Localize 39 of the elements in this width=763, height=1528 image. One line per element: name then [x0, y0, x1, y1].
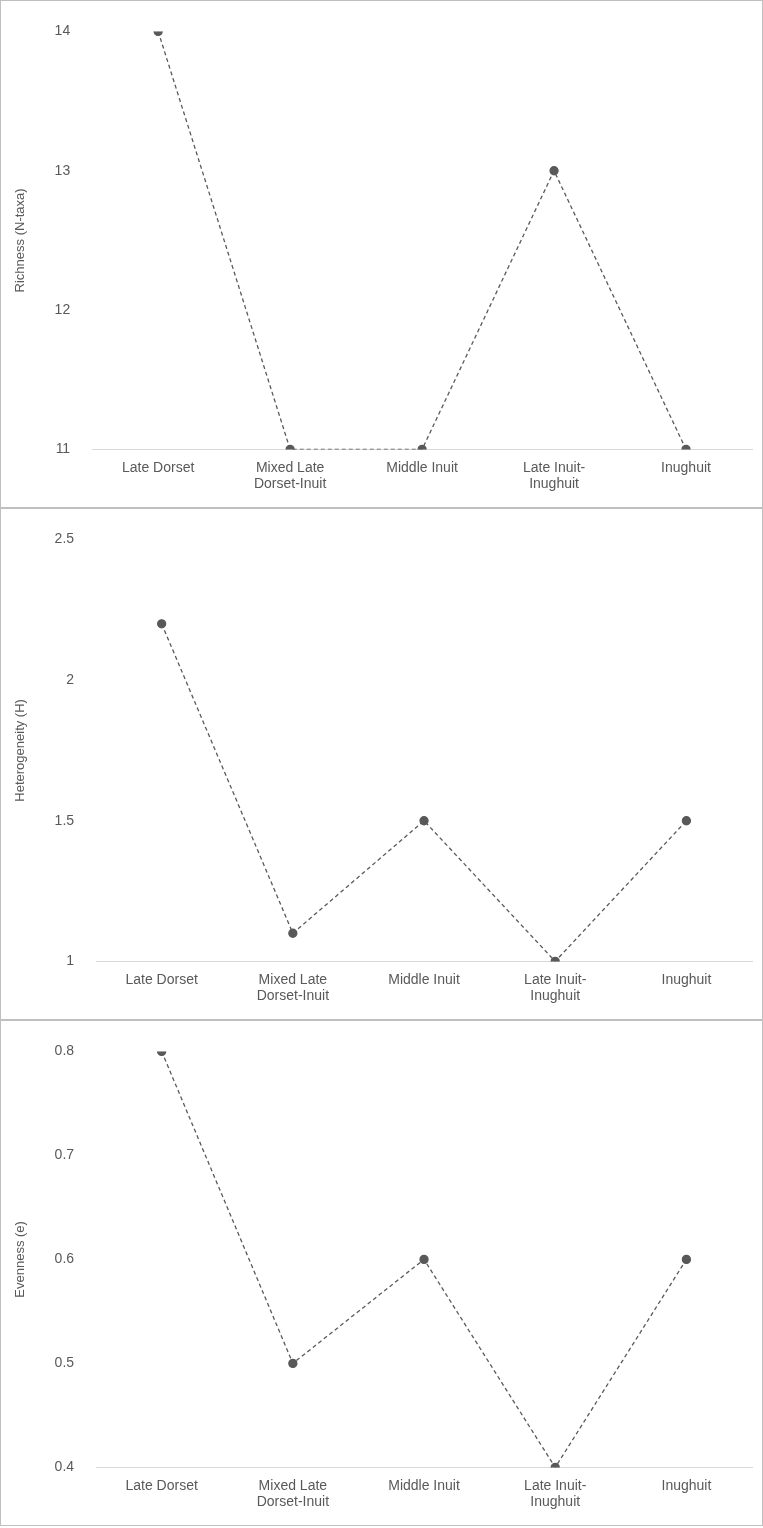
point: [419, 816, 429, 826]
x-tick-label: Late Inuit-Inughuit: [524, 970, 587, 1004]
x-tick-label: Late Inuit-Inughuit: [522, 458, 586, 492]
x-tick-label: Inughuit: [661, 970, 712, 987]
point: [419, 1254, 429, 1265]
point: [549, 166, 559, 176]
y-tick-label: 2.5: [54, 530, 75, 547]
x-tick-label: Late Dorset: [125, 1476, 198, 1493]
x-tick-label: Mixed Late Dorset-Inuit: [256, 970, 330, 1004]
x-tick-label: Late Dorset: [125, 970, 198, 987]
y-tick-label: 14: [54, 22, 71, 39]
x-tick-label: Inughuit: [661, 1476, 712, 1493]
y-tick-label: 0.4: [54, 1458, 75, 1475]
x-tick-label: Middle Inuit: [386, 458, 458, 475]
point: [681, 1254, 692, 1265]
y-tick-label: 11: [55, 440, 71, 457]
point: [288, 1358, 298, 1369]
y-tick-label: 1.5: [54, 811, 75, 828]
y-axis-title: Richness (N-taxa): [12, 188, 28, 293]
x-tick-label: Mixed Late Dorset-Inuit: [253, 458, 327, 492]
y-tick-label: 12: [54, 300, 71, 317]
x-tick-label: Late Inuit-Inughuit: [524, 1476, 587, 1510]
x-tick-label: Middle Inuit: [388, 970, 460, 987]
y-tick-label: 0.6: [54, 1250, 75, 1267]
y-tick-label: 1: [66, 952, 75, 969]
y-tick-label: 0.8: [54, 1042, 75, 1059]
x-tick-label: Inughuit: [661, 458, 712, 475]
point: [157, 619, 167, 629]
x-tick-label: Middle Inuit: [388, 1476, 460, 1493]
y-axis-title: Heterogeneity (H): [12, 699, 28, 802]
y-tick-label: 2: [66, 670, 75, 687]
x-tick-label: Mixed Late Dorset-Inuit: [256, 1476, 330, 1510]
y-axis-title: Evenness (e): [12, 1221, 28, 1298]
y-tick-label: 0.5: [54, 1354, 75, 1371]
point: [288, 928, 298, 938]
y-tick-label: 0.7: [54, 1146, 75, 1163]
x-tick-label: Late Dorset: [121, 458, 195, 475]
y-tick-label: 13: [54, 161, 71, 178]
point: [681, 816, 692, 826]
